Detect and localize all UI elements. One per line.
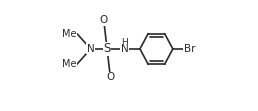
Text: S: S: [103, 42, 111, 55]
Text: H: H: [121, 38, 128, 47]
Text: Me: Me: [62, 59, 77, 69]
Text: O: O: [106, 72, 115, 82]
Text: N: N: [87, 44, 94, 54]
Text: Me: Me: [62, 29, 77, 39]
Text: N: N: [121, 44, 128, 54]
Text: O: O: [100, 15, 108, 25]
Text: Br: Br: [184, 44, 195, 54]
